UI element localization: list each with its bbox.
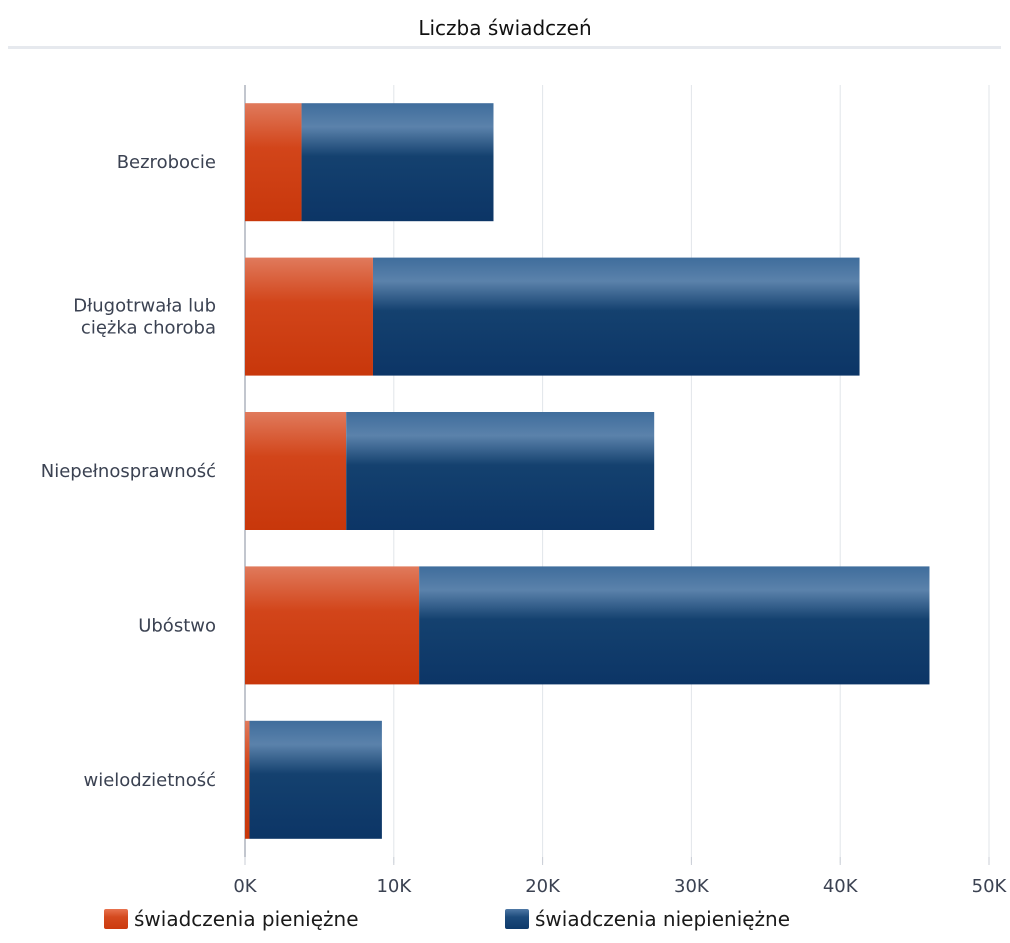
category-label: Niepełnosprawność [41, 461, 216, 482]
category-label: Ubóstwo [138, 615, 216, 636]
bar-segment-noncash[interactable] [249, 720, 382, 839]
category-label: Bezrobocie [117, 152, 216, 173]
bar-segment-cash[interactable] [245, 412, 347, 530]
legend-swatch-cash [104, 909, 128, 929]
x-tick-label: 30K [674, 876, 710, 897]
x-tick-label: 10K [376, 876, 412, 897]
category-label: wielodzietność [83, 770, 216, 791]
category-label: Długotrwała lub [73, 296, 216, 317]
legend-label-noncash: świadczenia niepieniężne [535, 907, 791, 931]
x-tick-label: 20K [525, 876, 561, 897]
legend-swatch-noncash [505, 909, 529, 929]
legend-label-cash: świadczenia pieniężne [134, 907, 359, 931]
bar-segment-noncash[interactable] [301, 103, 494, 222]
x-tick-label: 40K [823, 876, 859, 897]
bar-segment-cash[interactable] [245, 257, 373, 376]
x-tick-label: 0K [233, 876, 257, 897]
chart-title: Liczba świadczeń [418, 16, 592, 40]
bar-segment-noncash[interactable] [372, 257, 860, 376]
bar-segment-noncash[interactable] [419, 566, 930, 685]
category-label: ciężka choroba [81, 318, 216, 339]
bar-segment-cash[interactable] [245, 566, 420, 685]
bar-segment-noncash[interactable] [346, 412, 655, 530]
legend-item-cash[interactable]: świadczenia pieniężne [104, 907, 359, 931]
legend: świadczenia pieniężne świadczenia niepie… [0, 907, 1010, 941]
x-tick-label: 50K [972, 876, 1008, 897]
legend-item-noncash[interactable]: świadczenia niepieniężne [505, 907, 790, 931]
bar-segment-cash[interactable] [245, 720, 250, 839]
bar-segment-cash[interactable] [245, 103, 302, 222]
title-divider [8, 46, 1001, 49]
bar-chart: 0K 10K 20K 30K 40K 50K Bezrobocie Długotrwała l… [41, 85, 1008, 897]
